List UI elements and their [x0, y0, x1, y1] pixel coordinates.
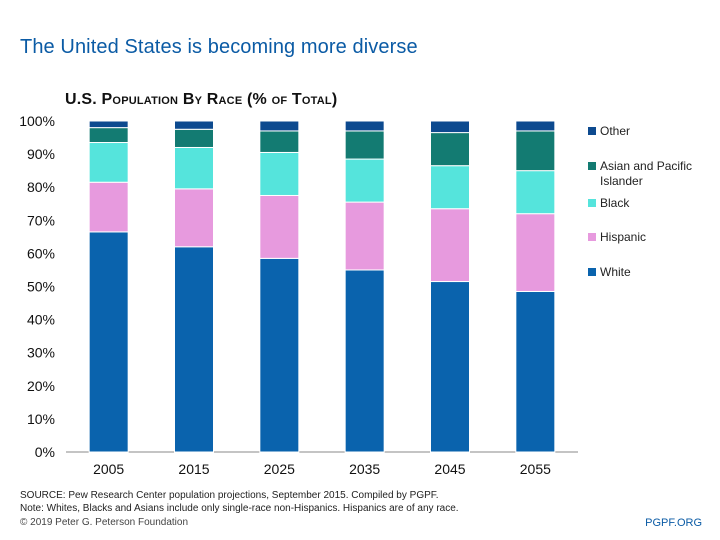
- bar-segment-asian-and-pacific-islander-2015: [174, 128, 214, 148]
- x-tick-label: 2025: [264, 461, 295, 477]
- method-note: Note: Whites, Blacks and Asians include …: [20, 503, 459, 514]
- page-title: The United States is becoming more diver…: [20, 36, 418, 58]
- y-tick-label: 70%: [27, 212, 55, 228]
- y-tick-label: 80%: [27, 179, 55, 195]
- bar-segment-black-2045: [430, 165, 470, 210]
- bar-segment-other-2025: [259, 120, 300, 132]
- legend-label-asian-and-pacific-islander: Asian and Pacific Islander: [600, 159, 692, 188]
- bar-segment-asian-and-pacific-islander-2055: [515, 130, 556, 172]
- x-tick-label: 2015: [178, 461, 209, 477]
- x-tick-label: 2055: [520, 461, 551, 477]
- bar-segment-hispanic-2025: [259, 194, 300, 259]
- bar-segment-other-2055: [515, 120, 556, 132]
- bar-segment-white-2015: [174, 246, 214, 453]
- bar-segment-white-2045: [430, 281, 470, 453]
- legend-swatch-black: [588, 199, 596, 207]
- bar-segment-black-2025: [259, 151, 300, 196]
- y-tick-label: 10%: [27, 411, 55, 427]
- bar-segment-black-2035: [344, 158, 385, 203]
- bar-segment-hispanic-2015: [174, 188, 214, 248]
- bar-segment-asian-and-pacific-islander-2025: [259, 130, 300, 153]
- bar-segment-white-2055: [515, 290, 556, 453]
- bar-segment-other-2015: [174, 120, 214, 130]
- bar-segment-hispanic-2045: [430, 208, 470, 283]
- bar-segment-asian-and-pacific-islander-2045: [430, 132, 470, 167]
- copyright: © 2019 Peter G. Peterson Foundation: [20, 517, 189, 528]
- source-note: SOURCE: Pew Research Center population p…: [20, 490, 439, 501]
- x-tick-label: 2005: [93, 461, 124, 477]
- legend-label-white: White: [600, 265, 631, 279]
- legend-label-black: Black: [600, 196, 630, 210]
- legend-label-other: Other: [600, 124, 630, 138]
- bar-segment-black-2055: [515, 170, 556, 215]
- y-tick-label: 40%: [27, 312, 55, 328]
- bar-segment-white-2035: [344, 269, 385, 453]
- bar-segment-asian-and-pacific-islander-2035: [344, 130, 385, 160]
- bar-segment-hispanic-2055: [515, 213, 556, 292]
- y-tick-label: 90%: [27, 146, 55, 162]
- legend-swatch-asian-and-pacific-islander: [588, 162, 596, 170]
- bar-segment-asian-and-pacific-islander-2005: [88, 127, 129, 144]
- x-tick-label: 2045: [434, 461, 465, 477]
- legend-swatch-other: [588, 127, 596, 135]
- y-tick-label: 60%: [27, 245, 55, 261]
- bar-segment-other-2045: [430, 120, 470, 134]
- y-tick-label: 20%: [27, 378, 55, 394]
- y-tick-label: 50%: [27, 279, 55, 295]
- bar-segment-hispanic-2005: [88, 181, 129, 233]
- legend-swatch-hispanic: [588, 233, 596, 241]
- chart-title: U.S. Population By Race (% of Total): [65, 91, 338, 108]
- bar-segment-white-2005: [88, 231, 129, 453]
- legend-label-hispanic: Hispanic: [600, 230, 646, 244]
- bar-segment-other-2005: [88, 120, 129, 129]
- y-tick-label: 0%: [35, 444, 55, 460]
- brand-link[interactable]: PGPF.ORG: [645, 517, 702, 529]
- footnotes: SOURCE: Pew Research Center population p…: [20, 489, 459, 515]
- bar-segment-black-2005: [88, 142, 129, 183]
- y-tick-label: 30%: [27, 345, 55, 361]
- x-tick-label: 2035: [349, 461, 380, 477]
- bar-segment-black-2015: [174, 146, 214, 190]
- legend-swatch-white: [588, 268, 596, 276]
- bar-segment-hispanic-2035: [344, 201, 385, 271]
- bar-segment-white-2025: [259, 257, 300, 453]
- bar-segment-other-2035: [344, 120, 385, 132]
- y-tick-label: 100%: [19, 113, 55, 129]
